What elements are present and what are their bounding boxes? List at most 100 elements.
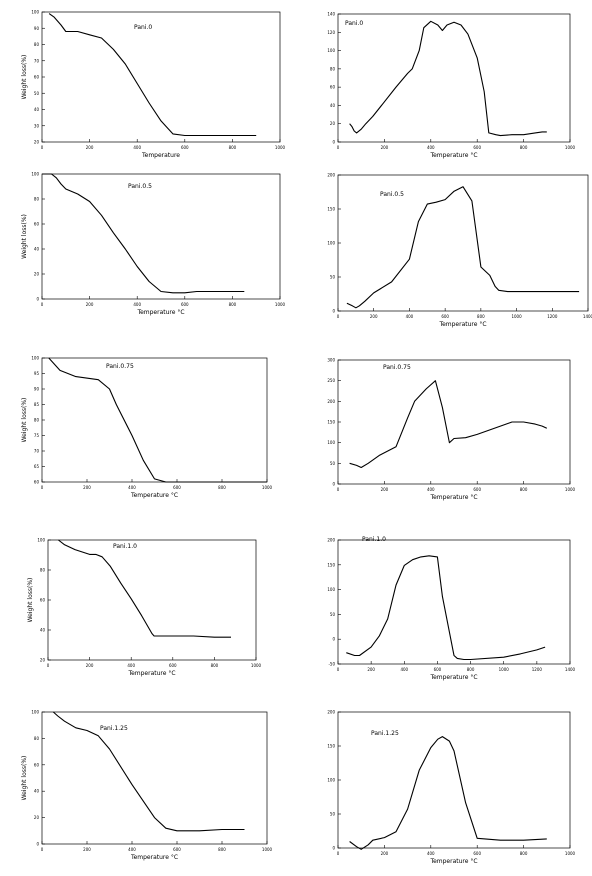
- y-tick-label: 30: [34, 123, 40, 128]
- y-tick-label: 100: [327, 48, 335, 53]
- y-tick-label: 85: [34, 402, 40, 407]
- y-tick-label: 100: [31, 356, 39, 361]
- x-tick-label: 200: [367, 667, 375, 672]
- x-tick-label: 0: [337, 145, 340, 150]
- plot-frame: [337, 359, 571, 485]
- x-tick-label: 800: [229, 302, 237, 307]
- y-tick-label: 20: [34, 140, 40, 145]
- x-tick-label: 600: [181, 302, 189, 307]
- x-tick-label: 600: [473, 851, 481, 856]
- series-line: [346, 555, 546, 661]
- chart-panel-6: 0 200 400 600 800 1000 0 50 100 150 200 250 300 Pani.…: [327, 358, 575, 502]
- y-axis-label: Weight loss(%): [21, 214, 28, 259]
- series-line: [58, 539, 231, 638]
- y-axis-label: Weight loss(%): [21, 756, 28, 801]
- x-tick-label: 600: [441, 314, 449, 319]
- y-tick-label: 40: [34, 107, 40, 112]
- x-axis-label: Temperature °C: [438, 321, 486, 328]
- y-tick-label: 200: [327, 538, 335, 543]
- x-tick-label: 200: [86, 145, 94, 150]
- y-tick-label: 60: [34, 222, 40, 227]
- y-tick-label: 60: [330, 85, 336, 90]
- series-line: [48, 13, 257, 137]
- x-tick-label: 200: [381, 487, 389, 492]
- y-tick-label: 100: [37, 538, 45, 543]
- y-tick-label: 100: [31, 710, 39, 715]
- x-tick-label: 800: [477, 314, 485, 319]
- x-tick-label: 600: [473, 487, 481, 492]
- y-tick-label: 60: [34, 75, 40, 80]
- x-tick-label: 600: [169, 663, 177, 668]
- y-tick-label: 50: [330, 612, 336, 617]
- x-axis-label: Temperature: [141, 152, 180, 159]
- x-tick-label: 400: [406, 314, 414, 319]
- x-tick-label: 1400: [565, 667, 576, 672]
- x-axis-label: Temperature °C: [429, 858, 477, 865]
- series-line: [349, 20, 547, 137]
- x-tick-label: 1200: [532, 667, 543, 672]
- chart-title: Pani.1.25: [100, 725, 128, 732]
- y-tick-label: 300: [327, 358, 335, 363]
- x-tick-label: 800: [520, 487, 528, 492]
- x-tick-label: 1000: [499, 667, 510, 672]
- x-tick-label: 1000: [275, 302, 286, 307]
- chart-panel-8: 0 200 400 600 800 1000 1200 1400-50050100150200…: [327, 536, 575, 681]
- x-tick-label: 1000: [262, 847, 273, 852]
- x-tick-label: 200: [86, 663, 94, 668]
- chart-panel-2: 0 200 400 600 800 1000 0 20 40 60 80 100 120 140 Pani.…: [327, 12, 575, 160]
- y-tick-label: 75: [34, 433, 40, 438]
- y-tick-label: 40: [34, 247, 40, 252]
- x-tick-label: 600: [434, 667, 442, 672]
- series-line: [48, 357, 267, 483]
- x-axis-label: Temperature °C: [429, 674, 477, 681]
- series-line: [52, 711, 245, 832]
- y-tick-label: 70: [34, 58, 40, 63]
- chart-title: Pani.0: [134, 24, 152, 31]
- y-tick-label: 40: [330, 103, 336, 108]
- x-tick-label: 1400: [583, 314, 592, 319]
- y-axis-label: Weight loss(%): [21, 55, 28, 100]
- chart-title: Pani.0.75: [383, 364, 411, 371]
- y-tick-label: 50: [330, 275, 336, 280]
- y-axis-label: Weight loss(%): [27, 578, 34, 623]
- x-tick-label: 400: [127, 663, 135, 668]
- x-axis-label: Temperature °C: [130, 492, 178, 499]
- chart-panel-1: 0 200 400 600 800 1000 20 30 40 50 60 70 80 90 100 Pani…: [21, 10, 286, 160]
- y-tick-label: 120: [327, 30, 335, 35]
- y-tick-label: 200: [327, 173, 335, 178]
- series-line: [346, 186, 580, 309]
- x-tick-label: 600: [173, 847, 181, 852]
- y-tick-label: 200: [327, 399, 335, 404]
- y-tick-label: 0: [36, 297, 39, 302]
- x-tick-label: 1000: [251, 663, 262, 668]
- plot-frame: [41, 173, 281, 300]
- x-tick-label: 1000: [565, 145, 576, 150]
- x-axis-label: Temperature °C: [136, 309, 184, 316]
- y-tick-label: 50: [330, 812, 336, 817]
- y-tick-label: 95: [34, 371, 40, 376]
- y-tick-label: 60: [34, 480, 40, 485]
- chart-title: Pani.0.5: [380, 191, 404, 198]
- y-tick-label: 0: [332, 846, 335, 851]
- chart-title: Pani.0.75: [106, 363, 134, 370]
- y-tick-label: 0: [332, 482, 335, 487]
- y-tick-label: 80: [34, 418, 40, 423]
- y-tick-label: 80: [34, 42, 40, 47]
- x-tick-label: 0: [41, 485, 44, 490]
- x-tick-label: 1000: [565, 487, 576, 492]
- x-axis-label: Temperature °C: [127, 670, 175, 677]
- y-tick-label: 20: [330, 121, 336, 126]
- x-tick-label: 0: [337, 851, 340, 856]
- x-tick-label: 1000: [275, 145, 286, 150]
- chart-title: Pani.1.0: [113, 543, 137, 550]
- y-tick-label: 150: [327, 562, 335, 567]
- plot-frame: [337, 13, 571, 143]
- x-tick-label: 800: [520, 145, 528, 150]
- x-tick-label: 1000: [565, 851, 576, 856]
- y-tick-label: 20: [40, 658, 46, 663]
- x-tick-label: 400: [427, 487, 435, 492]
- y-tick-label: 0: [332, 309, 335, 314]
- x-tick-label: 0: [337, 667, 340, 672]
- plot-frame: [47, 539, 257, 661]
- y-tick-label: 100: [327, 778, 335, 783]
